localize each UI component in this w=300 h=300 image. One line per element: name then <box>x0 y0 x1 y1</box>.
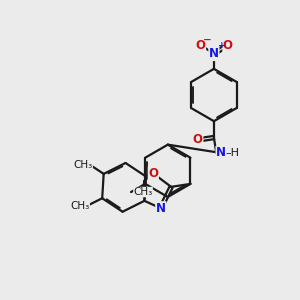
Text: CH₃: CH₃ <box>74 160 93 170</box>
Text: N: N <box>209 47 219 61</box>
Text: –H: –H <box>225 148 239 158</box>
Text: O: O <box>196 39 206 52</box>
Text: +: + <box>218 41 226 50</box>
Text: O: O <box>148 167 158 180</box>
Text: CH₃: CH₃ <box>70 201 90 211</box>
Text: O: O <box>223 39 233 52</box>
Text: N: N <box>156 202 166 215</box>
Text: −: − <box>203 35 212 45</box>
Text: CH₃: CH₃ <box>134 187 153 197</box>
Text: O: O <box>193 134 203 146</box>
Text: N: N <box>216 146 226 160</box>
